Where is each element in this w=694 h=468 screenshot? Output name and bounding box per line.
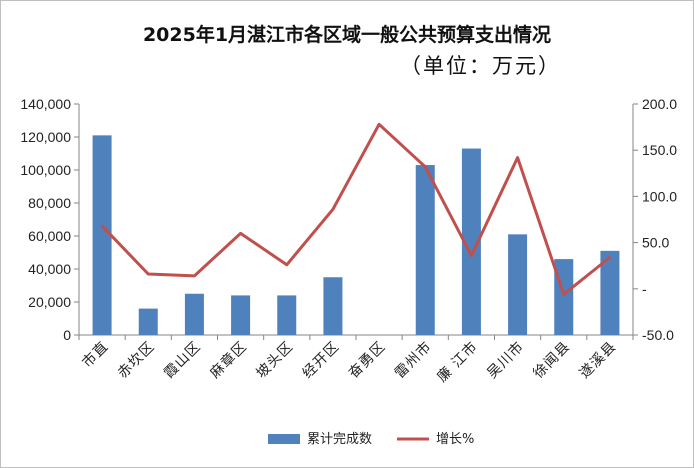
- x-category-label: 麻章区: [207, 338, 251, 382]
- growth-line: [101, 122, 611, 296]
- growth-point: [470, 254, 473, 257]
- right-tick-label: 50.0: [642, 235, 669, 251]
- x-category-label: 霞山区: [161, 339, 204, 382]
- bar: [600, 250, 620, 335]
- right-tick-label: -50.0: [642, 327, 674, 343]
- growth-point: [562, 293, 565, 296]
- left-tick-label: 0: [63, 327, 71, 343]
- growth-point: [100, 224, 104, 228]
- right-tick-label: -: [642, 281, 647, 297]
- legend-bar-label: 累计完成数: [307, 432, 372, 447]
- left-tick-label: 60,000: [28, 228, 71, 244]
- chart-subtitle: （单位：万元）: [400, 54, 561, 78]
- x-category-label: 廉 江市: [434, 338, 482, 386]
- x-category-label: 徐闻县: [530, 339, 573, 382]
- x-category-label: 雷州市: [391, 338, 435, 382]
- bar: [508, 234, 528, 335]
- growth-point: [285, 263, 288, 266]
- bar: [92, 135, 112, 335]
- x-category-label: 奋勇区: [346, 339, 389, 382]
- growth-point: [147, 272, 150, 276]
- bar: [461, 148, 481, 335]
- bar: [231, 295, 251, 335]
- bar: [138, 308, 158, 335]
- x-category-label: 遂溪县: [577, 339, 620, 382]
- growth-point: [239, 232, 242, 235]
- x-category-label: 坡头区: [253, 339, 296, 382]
- growth-point: [608, 256, 612, 259]
- x-category-label: 市直: [79, 338, 112, 371]
- growth-point: [331, 208, 335, 211]
- growth-point: [424, 165, 427, 169]
- left-tick-label: 40,000: [28, 261, 71, 277]
- bar: [277, 295, 297, 335]
- growth-point: [377, 123, 381, 126]
- growth-point: [516, 156, 519, 159]
- left-tick-label: 120,000: [20, 129, 71, 145]
- x-category-label: 赤坎区: [115, 339, 158, 382]
- chart-title: 2025年1月湛江市各区域一般公共预算支出情况: [142, 24, 552, 46]
- right-tick-label: 100.0: [642, 188, 677, 204]
- x-category-label: 吴川市: [484, 338, 528, 382]
- bar: [184, 293, 204, 335]
- right-tick-label: 150.0: [642, 142, 677, 158]
- bar: [415, 165, 435, 335]
- x-category-label: 经开区: [300, 339, 343, 382]
- left-tick-label: 100,000: [20, 162, 71, 178]
- left-tick-label: 20,000: [28, 294, 71, 310]
- bar: [323, 277, 343, 335]
- right-tick-label: 200.0: [642, 96, 677, 112]
- legend-line-label: 增长%: [436, 432, 474, 447]
- left-tick-label: 80,000: [28, 195, 71, 211]
- legend-bar-swatch: [268, 434, 300, 444]
- growth-point: [193, 274, 196, 278]
- left-tick-label: 140,000: [20, 96, 71, 112]
